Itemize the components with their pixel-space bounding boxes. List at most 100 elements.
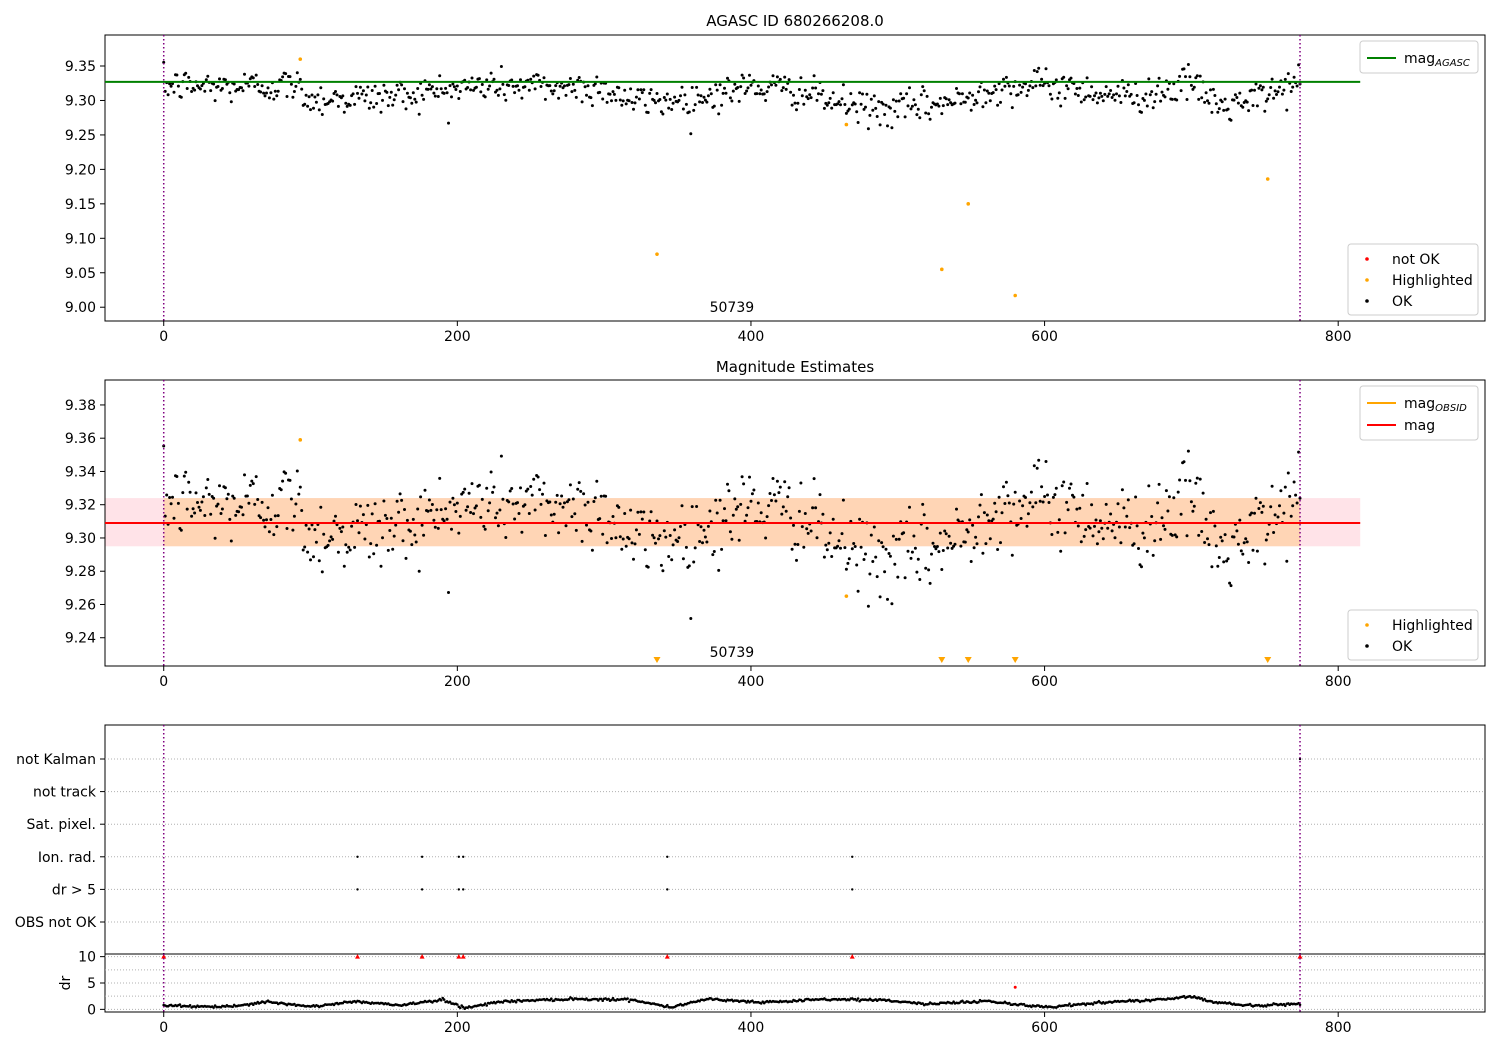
ok-point — [894, 99, 898, 103]
ok-point — [175, 73, 179, 77]
flag-point — [851, 888, 854, 891]
ok-point — [1056, 96, 1060, 100]
ok-point — [648, 91, 652, 95]
ok-point — [1263, 562, 1267, 566]
ok-point — [991, 91, 995, 95]
legend-label-base: mag — [1404, 51, 1435, 67]
ok-point — [482, 524, 486, 528]
ok-point — [1137, 547, 1140, 550]
ok-point — [203, 89, 207, 93]
ok-point — [1217, 107, 1221, 111]
ok-point — [643, 103, 647, 107]
y-tick-label: 9.26 — [65, 597, 96, 613]
ok-point — [695, 85, 699, 89]
ok-point — [285, 527, 289, 530]
ok-point — [1255, 104, 1259, 108]
ok-point — [538, 488, 542, 492]
ok-point — [1123, 94, 1127, 98]
ok-point — [469, 88, 473, 92]
ok-point — [504, 536, 508, 539]
ok-point — [605, 100, 609, 104]
ok-point — [850, 547, 854, 551]
ok-point — [1032, 69, 1036, 72]
ok-point — [1282, 88, 1286, 92]
ok-point — [1223, 533, 1227, 537]
ok-point — [684, 102, 688, 106]
ok-point — [913, 103, 917, 107]
ok-point — [743, 519, 747, 523]
ok-point — [1220, 100, 1224, 104]
ok-point — [209, 89, 213, 93]
ok-point — [1132, 542, 1136, 546]
flag-row-label: Ion. rad. — [38, 850, 96, 866]
highlighted-point — [966, 202, 971, 206]
ok-point — [1228, 581, 1232, 585]
magnitude-estimates-panel: 0 200 400 600 800 9.24 9.26 9.28 9.30 9.32 9.34 9.3… — [65, 358, 1486, 690]
ok-point — [289, 82, 293, 86]
ok-point — [822, 555, 826, 559]
ok-point — [849, 92, 853, 96]
ok-point — [1107, 92, 1111, 96]
ok-point — [790, 547, 794, 551]
ok-point — [206, 478, 210, 481]
ok-point — [981, 105, 985, 109]
dr-point — [483, 1002, 487, 1005]
ok-point — [665, 92, 669, 96]
ok-point — [354, 503, 358, 506]
ok-point — [436, 95, 440, 98]
ok-point — [400, 498, 404, 502]
ok-point — [862, 107, 866, 111]
ok-point — [381, 536, 384, 540]
ok-point — [300, 87, 304, 91]
ok-point — [689, 132, 693, 136]
ok-point — [1214, 544, 1218, 548]
ok-point — [401, 100, 405, 104]
ok-point — [1140, 565, 1143, 569]
ok-point — [623, 88, 627, 92]
ok-point — [185, 507, 189, 511]
ok-point — [977, 515, 980, 519]
ok-point — [648, 519, 652, 523]
ok-point — [1266, 532, 1270, 536]
ok-point — [618, 535, 622, 539]
ok-point — [1141, 531, 1145, 535]
ok-point — [916, 107, 920, 111]
ok-point — [542, 76, 546, 80]
ok-point — [1007, 501, 1011, 505]
ok-point — [1063, 96, 1067, 100]
ok-point — [787, 486, 791, 490]
ok-point — [1048, 92, 1052, 96]
ok-point — [928, 581, 932, 585]
ok-point — [1126, 498, 1130, 502]
ok-point — [1222, 108, 1226, 112]
ok-point — [642, 510, 646, 514]
ok-point — [169, 84, 173, 88]
ok-point — [872, 94, 876, 98]
ok-point — [634, 95, 638, 99]
ok-point — [696, 93, 700, 97]
ok-point — [580, 539, 584, 543]
ok-point — [1182, 460, 1186, 464]
ok-point — [574, 95, 578, 99]
ok-point — [1028, 84, 1032, 88]
dr-point — [759, 1002, 763, 1005]
ok-point — [765, 515, 769, 519]
ok-point — [745, 89, 749, 93]
y-tick-label: 9.30 — [65, 531, 96, 547]
highlighted-point — [298, 57, 303, 61]
ok-point — [496, 93, 500, 97]
ok-point — [474, 85, 478, 89]
ok-point — [1264, 538, 1268, 542]
ok-point — [1283, 77, 1287, 81]
ok-point — [1134, 495, 1138, 499]
ok-point — [981, 551, 985, 555]
ok-point — [1172, 82, 1176, 86]
ok-point — [661, 569, 665, 573]
ok-point — [864, 105, 867, 109]
ok-point — [316, 93, 320, 97]
ok-point — [768, 492, 772, 495]
ok-point — [836, 102, 840, 106]
flag-point — [420, 855, 424, 858]
ok-point — [662, 529, 666, 533]
capped-dr-marker — [664, 954, 670, 959]
